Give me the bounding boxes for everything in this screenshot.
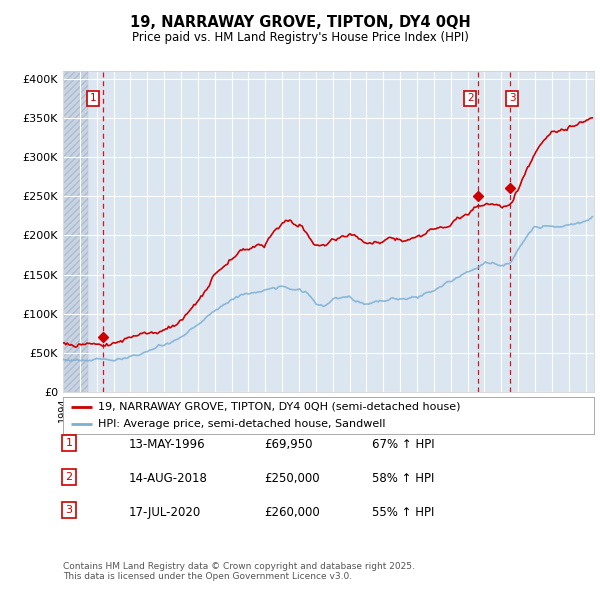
Text: £250,000: £250,000 xyxy=(264,472,320,485)
Text: Contains HM Land Registry data © Crown copyright and database right 2025.
This d: Contains HM Land Registry data © Crown c… xyxy=(63,562,415,581)
Text: 3: 3 xyxy=(509,93,515,103)
Text: 55% ↑ HPI: 55% ↑ HPI xyxy=(372,506,434,519)
Bar xyxy=(63,71,88,392)
Text: 14-AUG-2018: 14-AUG-2018 xyxy=(129,472,208,485)
Text: 67% ↑ HPI: 67% ↑ HPI xyxy=(372,438,434,451)
Text: 19, NARRAWAY GROVE, TIPTON, DY4 0QH: 19, NARRAWAY GROVE, TIPTON, DY4 0QH xyxy=(130,15,470,30)
Text: 58% ↑ HPI: 58% ↑ HPI xyxy=(372,472,434,485)
Text: 13-MAY-1996: 13-MAY-1996 xyxy=(129,438,206,451)
Text: Price paid vs. HM Land Registry's House Price Index (HPI): Price paid vs. HM Land Registry's House … xyxy=(131,31,469,44)
Text: 19, NARRAWAY GROVE, TIPTON, DY4 0QH (semi-detached house): 19, NARRAWAY GROVE, TIPTON, DY4 0QH (sem… xyxy=(98,402,460,412)
Text: 2: 2 xyxy=(467,93,473,103)
Text: 2: 2 xyxy=(65,472,73,481)
Text: 17-JUL-2020: 17-JUL-2020 xyxy=(129,506,201,519)
Text: 1: 1 xyxy=(65,438,73,448)
Text: 1: 1 xyxy=(90,93,97,103)
Text: £260,000: £260,000 xyxy=(264,506,320,519)
Text: HPI: Average price, semi-detached house, Sandwell: HPI: Average price, semi-detached house,… xyxy=(98,419,385,429)
Text: £69,950: £69,950 xyxy=(264,438,313,451)
Text: 3: 3 xyxy=(65,506,73,515)
